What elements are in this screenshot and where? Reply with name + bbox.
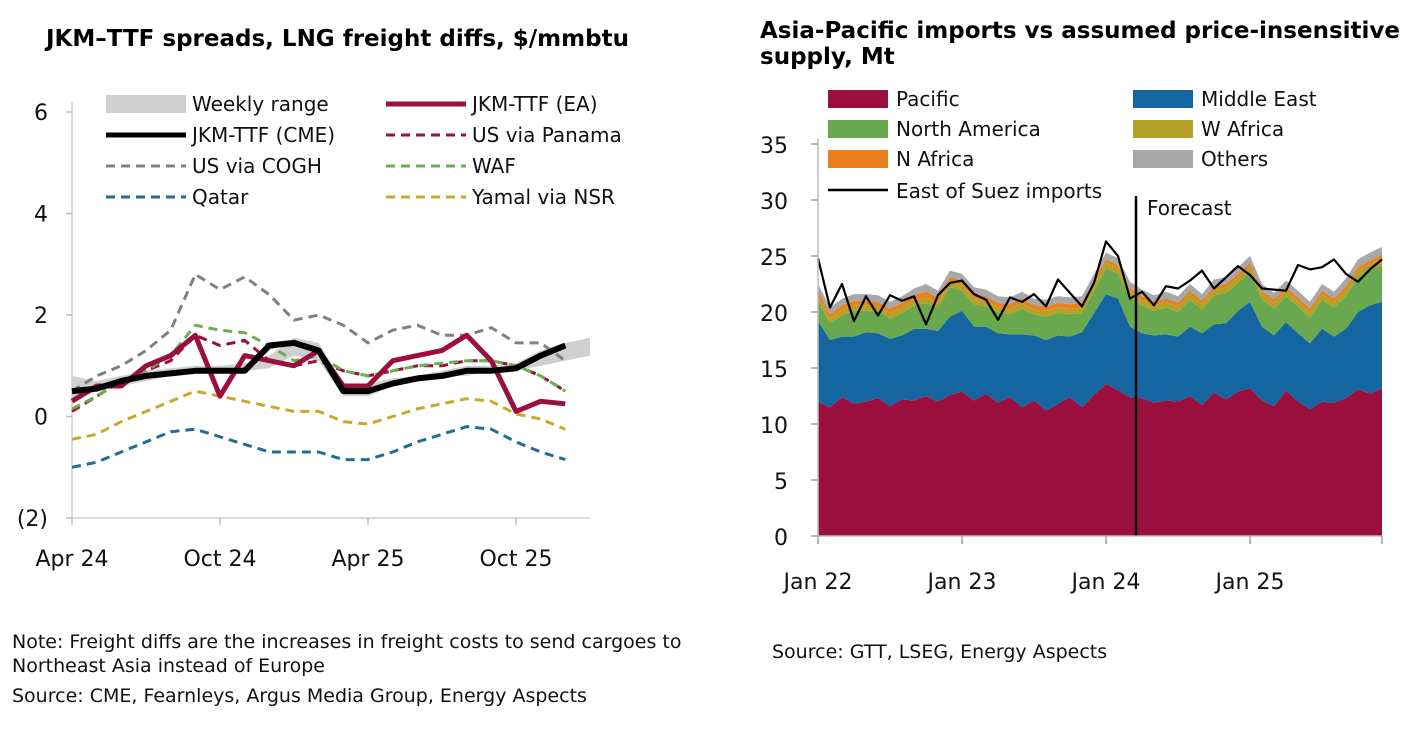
left-chart-title: JKM–TTF spreads, LNG freight diffs, $/mm… — [46, 26, 629, 52]
x-tick-label: Apr 25 — [331, 547, 404, 572]
area-pacific — [818, 383, 1382, 536]
legend-label-middle-east: Middle East — [1201, 87, 1317, 111]
area-north-america — [818, 265, 1382, 344]
y-tick-label: 15 — [760, 358, 788, 383]
legend-swatch-n-africa — [828, 150, 888, 168]
x-tick-label: Oct 24 — [183, 547, 256, 572]
legend-label-waf: WAF — [472, 154, 516, 178]
y-tick-label: 30 — [760, 190, 788, 215]
legend-swatch-pacific — [828, 90, 888, 108]
legend-swatch-north-america — [828, 120, 888, 138]
left-chart-note: Note: Freight diffs are the increases in… — [12, 631, 682, 677]
legend-label-jkm-ttf-cme: JKM-TTF (CME) — [190, 123, 335, 147]
legend-label-w-africa: W Africa — [1201, 117, 1284, 141]
y-tick-label: 5 — [774, 470, 788, 495]
legend-label-yamal-via-nsr: Yamal via NSR — [471, 185, 615, 209]
left-chart: 6 4 2 0 (2) Apr 24 Oct 24 Apr 25 Oct 25 Weekly ra… — [17, 92, 622, 572]
series-line-east-of-suez-imports — [816, 240, 1383, 326]
left-chart-source: Source: CME, Fearnleys, Argus Media Grou… — [12, 685, 587, 707]
series-line-us-via-cogh — [71, 272, 567, 393]
x-tick-label: Jan 24 — [1070, 570, 1141, 595]
x-tick-label: Oct 25 — [479, 547, 552, 572]
legend-label-us-via-panama: US via Panama — [472, 123, 622, 147]
y-tick-label: 0 — [34, 406, 48, 431]
y-tick-label: 35 — [760, 134, 788, 159]
y-tick-label: (2) — [17, 507, 48, 532]
y-tick-label: 6 — [34, 101, 48, 126]
x-tick-label: Jan 25 — [1214, 570, 1285, 595]
x-tick-label: Apr 24 — [35, 547, 108, 572]
series-line-waf — [71, 323, 567, 411]
right-chart-title: Asia-Pacific imports vs assumed price-in… — [760, 18, 1400, 70]
legend-label-jkm-ttf-ea: JKM-TTF (EA) — [470, 92, 598, 116]
y-tick-label: 4 — [34, 203, 48, 228]
series-line-qatar — [71, 425, 566, 469]
legend-label-qatar: Qatar — [192, 185, 249, 209]
legend-swatch-others — [1133, 150, 1193, 168]
legend-label-weekly-range: Weekly range — [192, 92, 329, 116]
x-tick-label: Jan 22 — [782, 570, 853, 595]
forecast-label: Forecast — [1147, 196, 1232, 220]
legend-swatch-middle-east — [1133, 90, 1193, 108]
legend-label-others: Others — [1201, 147, 1268, 171]
legend-label-us-via-cogh: US via COGH — [192, 154, 322, 178]
y-tick-label: 20 — [760, 302, 788, 327]
x-tick-label: Jan 23 — [926, 570, 997, 595]
legend-label-n-africa: N Africa — [896, 147, 974, 171]
series-line-jkm-ttf-cme — [71, 339, 567, 395]
y-tick-label: 2 — [34, 304, 48, 329]
area-middle-east — [818, 294, 1382, 411]
series-line-yamal-via-nsr — [71, 389, 566, 441]
y-tick-label: 25 — [760, 246, 788, 271]
legend-swatch-weekly-range — [106, 95, 186, 113]
y-tick-label: 0 — [774, 526, 788, 551]
legend-label-east-of-suez-imports: East of Suez imports — [896, 179, 1102, 203]
legend-label-pacific: Pacific — [896, 87, 960, 111]
right-chart-source: Source: GTT, LSEG, Energy Aspects — [772, 641, 1108, 663]
right-chart: Forecast 0 5 10 15 20 25 30 35 Jan 22 Jan 23 Jan 24… — [760, 87, 1383, 595]
legend-label-north-america: North America — [896, 117, 1041, 141]
legend-swatch-w-africa — [1133, 120, 1193, 138]
y-tick-label: 10 — [760, 414, 788, 439]
